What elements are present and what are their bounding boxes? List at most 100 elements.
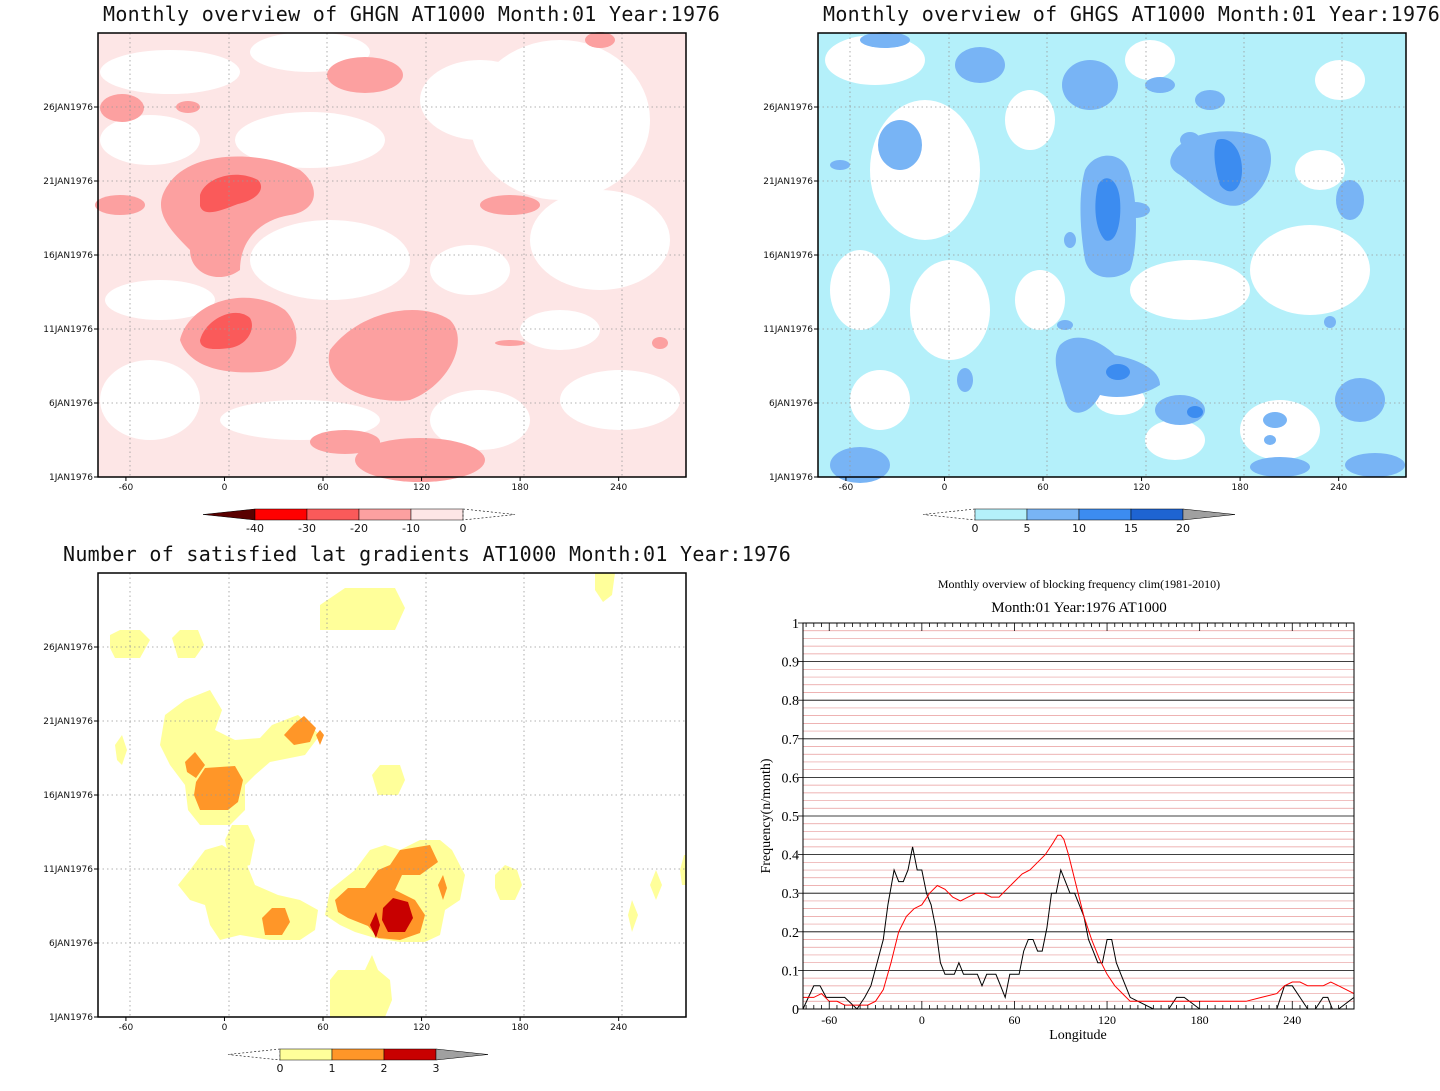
freq-xlabel: Longitude: [1049, 1028, 1107, 1043]
freq-panel: Monthly overview of blocking frequency c…: [720, 545, 1440, 1091]
y-tick-label: 0.9: [782, 656, 800, 671]
x-tick-label: 120: [1098, 1013, 1116, 1027]
freq-y-ticks: 0 0.1 0.2 0.3 0.4 0.5 0.6 0.7 0.8 0.9 1: [782, 617, 803, 1018]
y-tick-label: 1JAN1976: [49, 1013, 93, 1023]
x-tick-label: 120: [413, 1023, 430, 1033]
y-tick-label: 0.6: [782, 771, 800, 786]
x-tick-label: 240: [610, 483, 627, 493]
colorbar-label: 0: [460, 522, 467, 535]
y-tick-label: 6JAN1976: [49, 399, 93, 409]
colorbar-segment: [227, 1048, 281, 1061]
colorbar-label: 15: [1124, 522, 1138, 535]
y-tick-label: 0.1: [782, 964, 800, 979]
colorbar-segment: [254, 508, 308, 521]
colorbar-segment: [383, 1048, 437, 1061]
y-tick-label: 0: [792, 1003, 799, 1018]
colorbar-label: 1: [329, 1062, 336, 1075]
freq-ylabel: Frequency(n/month): [759, 758, 774, 873]
series-line: [802, 846, 1355, 1010]
ghgn-colorbar: -40 -30 -20 -10 0: [202, 508, 516, 535]
x-tick-label: 60: [317, 483, 329, 493]
y-tick-label: 6JAN1976: [49, 939, 93, 949]
colorbar-segment: [331, 1048, 385, 1061]
colorbar-segment: [462, 508, 516, 521]
y-tick-label: 0.5: [782, 810, 800, 825]
series-line: [803, 834, 1355, 1006]
ghgs-plot: -60 0 60 120 180 240 1JAN1976 6JAN1976 11JAN197…: [763, 32, 1407, 535]
colorbar-segment: [1026, 508, 1080, 521]
y-tick-label: 0.2: [782, 926, 800, 941]
colorbar-segment: [435, 1048, 489, 1061]
colorbar-segment: [1182, 508, 1236, 521]
x-tick-label: 60: [1037, 483, 1049, 493]
colorbar-segment: [279, 1048, 333, 1061]
colorbar-label: -10: [402, 522, 420, 535]
x-tick-label: -60: [821, 1013, 837, 1027]
ghgs-title: Monthly overview of GHGS AT1000 Month:01…: [823, 2, 1440, 26]
colorbar-label: 0: [277, 1062, 284, 1075]
colorbar-segment: [974, 508, 1028, 521]
x-tick-label: 120: [413, 483, 430, 493]
freq-subtitle: Month:01 Year:1976 AT1000: [991, 600, 1166, 616]
colorbar-label: -20: [350, 522, 368, 535]
freq-title: Monthly overview of blocking frequency c…: [938, 577, 1220, 591]
y-tick-label: 11JAN1976: [43, 325, 93, 335]
colorbar-label: 3: [433, 1062, 440, 1075]
freq-series: [802, 834, 1355, 1010]
colorbar-segment: [1078, 508, 1132, 521]
x-tick-label: 0: [222, 483, 228, 493]
ghgs-panel: Monthly overview of GHGS AT1000 Month:01…: [720, 0, 1440, 545]
lat-x-ticks: -60 0 60 120 180 240: [119, 1017, 628, 1033]
colorbar-segment: [922, 508, 976, 521]
y-tick-label: 16JAN1976: [43, 791, 93, 801]
colorbar-label: -40: [246, 522, 264, 535]
x-tick-label: 240: [1330, 483, 1347, 493]
x-tick-label: 240: [610, 1023, 627, 1033]
colorbar-label: 20: [1176, 522, 1190, 535]
lat-y-ticks: 1JAN1976 6JAN1976 11JAN1976 16JAN1976 21JAN1…: [43, 643, 98, 1023]
y-tick-label: 26JAN1976: [43, 643, 93, 653]
colorbar-segment: [358, 508, 412, 521]
x-tick-label: -60: [839, 483, 854, 493]
ghgn-plot: -60 0 60 120 180 240 1JAN1976 6JAN1976 11JAN197…: [43, 32, 687, 535]
y-tick-label: 0.8: [782, 694, 800, 709]
y-tick-label: 1JAN1976: [769, 473, 813, 483]
x-tick-label: 0: [919, 1013, 925, 1027]
y-tick-label: 21JAN1976: [763, 177, 813, 187]
lat-title: Number of satisfied lat gradients AT1000…: [63, 542, 792, 566]
freq-x-ticks: -60 0 60 120 180 240: [805, 623, 1355, 1027]
colorbar-label: 2: [381, 1062, 388, 1075]
colorbar-segment: [202, 508, 256, 521]
ghgn-x-ticks: -60 0 60 120 180 240: [119, 477, 628, 493]
colorbar-label: 5: [1024, 522, 1031, 535]
x-tick-label: 240: [1283, 1013, 1301, 1027]
colorbar-segment: [1130, 508, 1184, 521]
y-tick-label: 6JAN1976: [769, 399, 813, 409]
colorbar-segment: [410, 508, 464, 521]
x-tick-label: -60: [119, 1023, 134, 1033]
y-tick-label: 11JAN1976: [763, 325, 813, 335]
y-tick-label: 16JAN1976: [763, 251, 813, 261]
y-tick-label: 26JAN1976: [43, 103, 93, 113]
x-tick-label: -60: [119, 483, 134, 493]
x-tick-label: 0: [942, 483, 948, 493]
ghgs-x-ticks: -60 0 60 120 180 240: [839, 477, 1348, 493]
ghgn-y-ticks: 1JAN1976 6JAN1976 11JAN1976 16JAN1976 21JAN1…: [43, 103, 98, 483]
x-tick-label: 0: [222, 1023, 228, 1033]
colorbar-label: 0: [972, 522, 979, 535]
x-tick-label: 180: [512, 1023, 529, 1033]
x-tick-label: 180: [512, 483, 529, 493]
x-tick-label: 60: [317, 1023, 329, 1033]
y-tick-label: 11JAN1976: [43, 865, 93, 875]
y-tick-label: 1JAN1976: [49, 473, 93, 483]
ghgn-panel: Monthly overview of GHGN AT1000 Month:01…: [0, 0, 720, 545]
ghgs-colorbar: 0 5 10 15 20: [922, 508, 1236, 535]
ghgn-title: Monthly overview of GHGN AT1000 Month:01…: [103, 2, 721, 26]
lat-colorbar: 0 1 2 3: [227, 1048, 489, 1075]
y-tick-label: 16JAN1976: [43, 251, 93, 261]
x-tick-label: 120: [1133, 483, 1150, 493]
ghgs-y-ticks: 1JAN1976 6JAN1976 11JAN1976 16JAN1976 21JAN1…: [763, 103, 818, 483]
x-tick-label: 180: [1191, 1013, 1209, 1027]
y-tick-label: 21JAN1976: [43, 717, 93, 727]
lat-plot: -60 0 60 120 180 240 1JAN19766JAN197611JAN197…: [43, 572, 687, 1075]
